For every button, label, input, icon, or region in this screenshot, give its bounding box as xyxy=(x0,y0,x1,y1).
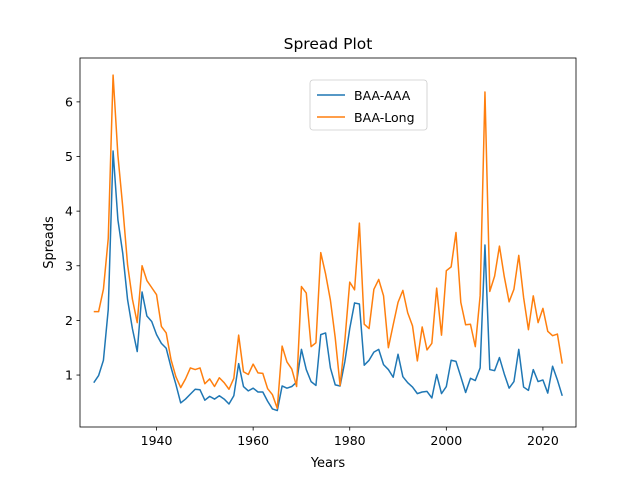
y-tick-label: 5 xyxy=(65,149,73,164)
axes-frame xyxy=(79,57,577,428)
series-lines xyxy=(93,74,563,412)
x-tick-label: 2000 xyxy=(430,433,462,448)
legend-label-baa-aaa: BAA-AAA xyxy=(354,88,411,103)
x-tick-label: 1940 xyxy=(141,433,173,448)
legend: BAA-AAA BAA-Long xyxy=(309,79,428,131)
legend-label-baa-long: BAA-Long xyxy=(354,110,415,125)
y-tick-label: 3 xyxy=(65,258,73,273)
series-line-baa-long xyxy=(93,74,563,410)
chart-title: Spread Plot xyxy=(284,35,373,53)
y-axis-ticks: 1 2 3 4 5 6 xyxy=(65,94,80,383)
y-axis-label: Spreads xyxy=(42,216,57,269)
x-axis-label: Years xyxy=(310,456,346,471)
y-tick-label: 1 xyxy=(65,368,73,383)
y-tick-label: 2 xyxy=(65,313,73,328)
x-axis-ticks: 1940 1960 1980 2000 2020 xyxy=(141,427,559,448)
series-line-baa-aaa xyxy=(93,150,563,412)
x-tick-label: 1980 xyxy=(334,433,366,448)
x-tick-label: 1960 xyxy=(237,433,269,448)
y-tick-label: 6 xyxy=(65,94,73,109)
x-tick-label: 2020 xyxy=(527,433,559,448)
y-tick-label: 4 xyxy=(65,204,73,219)
